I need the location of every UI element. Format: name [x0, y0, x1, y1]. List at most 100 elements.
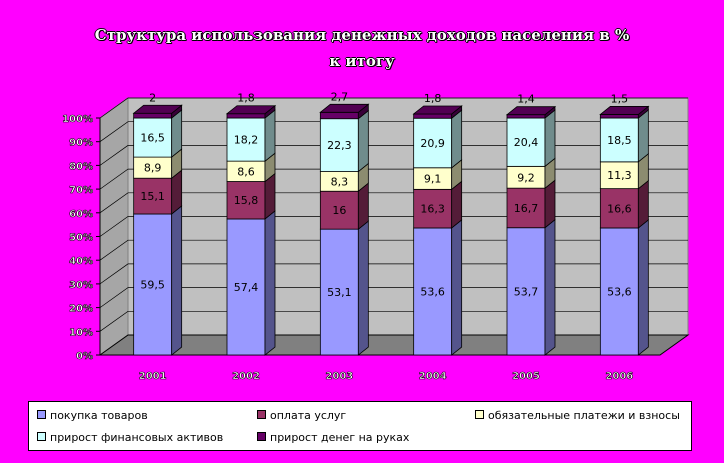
bar-side-2004-s0 — [451, 219, 463, 356]
gridline — [99, 192, 688, 214]
data-label: 20,9 — [420, 137, 445, 150]
data-label: 8,6 — [237, 165, 255, 178]
data-label: 1,8 — [424, 92, 442, 105]
legend-label: обязательные платежи и взносы — [488, 409, 680, 422]
data-label: 1,5 — [611, 92, 629, 105]
chart-legend: покупка товаров оплата услуг обязательные … — [28, 401, 692, 451]
y-tick-label: 100% — [62, 114, 93, 125]
bar-segment-2002-s1 — [226, 181, 266, 220]
data-label: 2 — [149, 91, 156, 104]
data-label: 9,2 — [517, 171, 535, 184]
data-label: 16,5 — [140, 132, 165, 145]
y-tick-label: 20% — [69, 304, 93, 315]
data-label: 53,1 — [327, 286, 352, 299]
gridline — [99, 239, 688, 261]
legend-swatch — [37, 432, 46, 441]
x-tick-label: 2001 — [139, 371, 167, 382]
data-label: 16,6 — [607, 202, 632, 215]
bar-top-2003 — [319, 103, 370, 113]
y-tick-label: 0% — [76, 351, 93, 362]
data-label: 22,3 — [327, 139, 352, 152]
y-tick-label: 10% — [69, 327, 93, 338]
gridline — [99, 145, 688, 166]
chart-title-line1: Структура использования денежных доходов… — [94, 26, 630, 44]
x-tick-label: 2003 — [325, 371, 353, 382]
stacked-bar-chart: 0% 10% 20% 30% 40% 50% 60% 70% 80% 90% 100% 59,5 15,… — [62, 90, 690, 382]
bar-side-2006-s3 — [637, 109, 649, 163]
bar-segment-2003-s0 — [319, 228, 359, 356]
data-label: 18,5 — [607, 134, 632, 147]
x-tick-label: 2005 — [512, 371, 540, 382]
bar-side-2004-s3 — [451, 109, 463, 169]
data-label: 57,4 — [234, 281, 259, 294]
y-tick-label: 80% — [69, 161, 93, 172]
legend-swatch — [475, 410, 484, 419]
bar-segment-2003-s3 — [319, 118, 359, 172]
data-label: 20,4 — [514, 136, 539, 149]
legend-swatch — [257, 410, 266, 419]
x-tick-label: 2006 — [605, 371, 633, 382]
chart-title-line2: к итогу — [329, 52, 395, 70]
data-label: 16,3 — [420, 203, 445, 216]
data-label: 16 — [332, 204, 346, 217]
data-label: 53,6 — [420, 285, 445, 298]
data-label: 15,8 — [234, 194, 259, 207]
data-label: 15,1 — [140, 190, 165, 203]
bar-segment-2001-s0 — [133, 213, 173, 356]
data-label: 2,7 — [331, 90, 349, 103]
x-tick-label: 2004 — [419, 371, 447, 382]
legend-item: оплата услуг — [257, 409, 346, 423]
x-tick-label: 2002 — [232, 371, 260, 382]
legend-label: покупка товаров — [50, 409, 148, 422]
bar-segment-2002-s4 — [226, 113, 266, 119]
data-label: 53,7 — [514, 285, 539, 298]
bar-side-2005-s0 — [544, 218, 556, 356]
y-tick-label: 70% — [69, 185, 93, 196]
legend-swatch — [257, 432, 266, 441]
data-label: 11,3 — [607, 169, 632, 182]
bar-segment-2006-s2 — [599, 161, 639, 190]
bar-side-2003-s0 — [357, 220, 369, 356]
data-label: 1,8 — [237, 92, 255, 105]
y-tick-label: 60% — [69, 209, 93, 220]
bar-segment-2006-s3 — [599, 117, 639, 163]
legend-label: оплата услуг — [270, 409, 347, 422]
gridline — [99, 121, 688, 142]
plot-floor — [98, 334, 690, 356]
bar-side-2002-s3 — [264, 109, 276, 162]
legend-item: покупка товаров — [37, 409, 148, 423]
bar-segment-2004-s4 — [413, 113, 453, 119]
legend-item: прирост денег на руках — [257, 431, 409, 445]
bar-segment-2001-s4 — [133, 112, 173, 119]
gridline — [99, 263, 688, 285]
gridline — [99, 168, 688, 190]
data-label: 1,4 — [517, 93, 535, 106]
bar-segment-2006-s4 — [599, 114, 639, 119]
data-label: 59,5 — [140, 278, 165, 291]
y-tick-label: 30% — [69, 280, 93, 291]
chart-title: Структура использования денежных доходов… — [0, 22, 724, 74]
legend-item: обязательные платежи и взносы — [475, 409, 680, 423]
bar-side-2001-s0 — [171, 205, 183, 356]
data-label: 53,6 — [607, 285, 632, 298]
bar-top-2005 — [505, 106, 557, 116]
legend-swatch — [37, 410, 46, 419]
bar-segment-2004-s3 — [413, 117, 453, 169]
gridline — [99, 97, 688, 119]
data-label: 16,7 — [514, 202, 539, 215]
bar-top-2006 — [599, 106, 650, 115]
bar-top-2002 — [225, 105, 277, 115]
data-label: 18,2 — [234, 134, 259, 147]
bar-top-2004 — [412, 105, 463, 115]
bar-side-2005-s3 — [544, 109, 556, 168]
bar-top-2001 — [132, 104, 183, 114]
bar-side-2002-s0 — [264, 210, 276, 356]
y-tick-label: 50% — [69, 233, 93, 244]
legend-label: прирост финансовых активов — [50, 431, 224, 444]
gridline — [99, 216, 688, 237]
bar-segment-2005-s4 — [506, 114, 546, 119]
data-label: 8,3 — [331, 175, 349, 188]
bar-segment-2006-s0 — [599, 227, 639, 356]
y-tick-label: 90% — [69, 138, 93, 149]
bar-segment-2002-s3 — [226, 117, 266, 162]
